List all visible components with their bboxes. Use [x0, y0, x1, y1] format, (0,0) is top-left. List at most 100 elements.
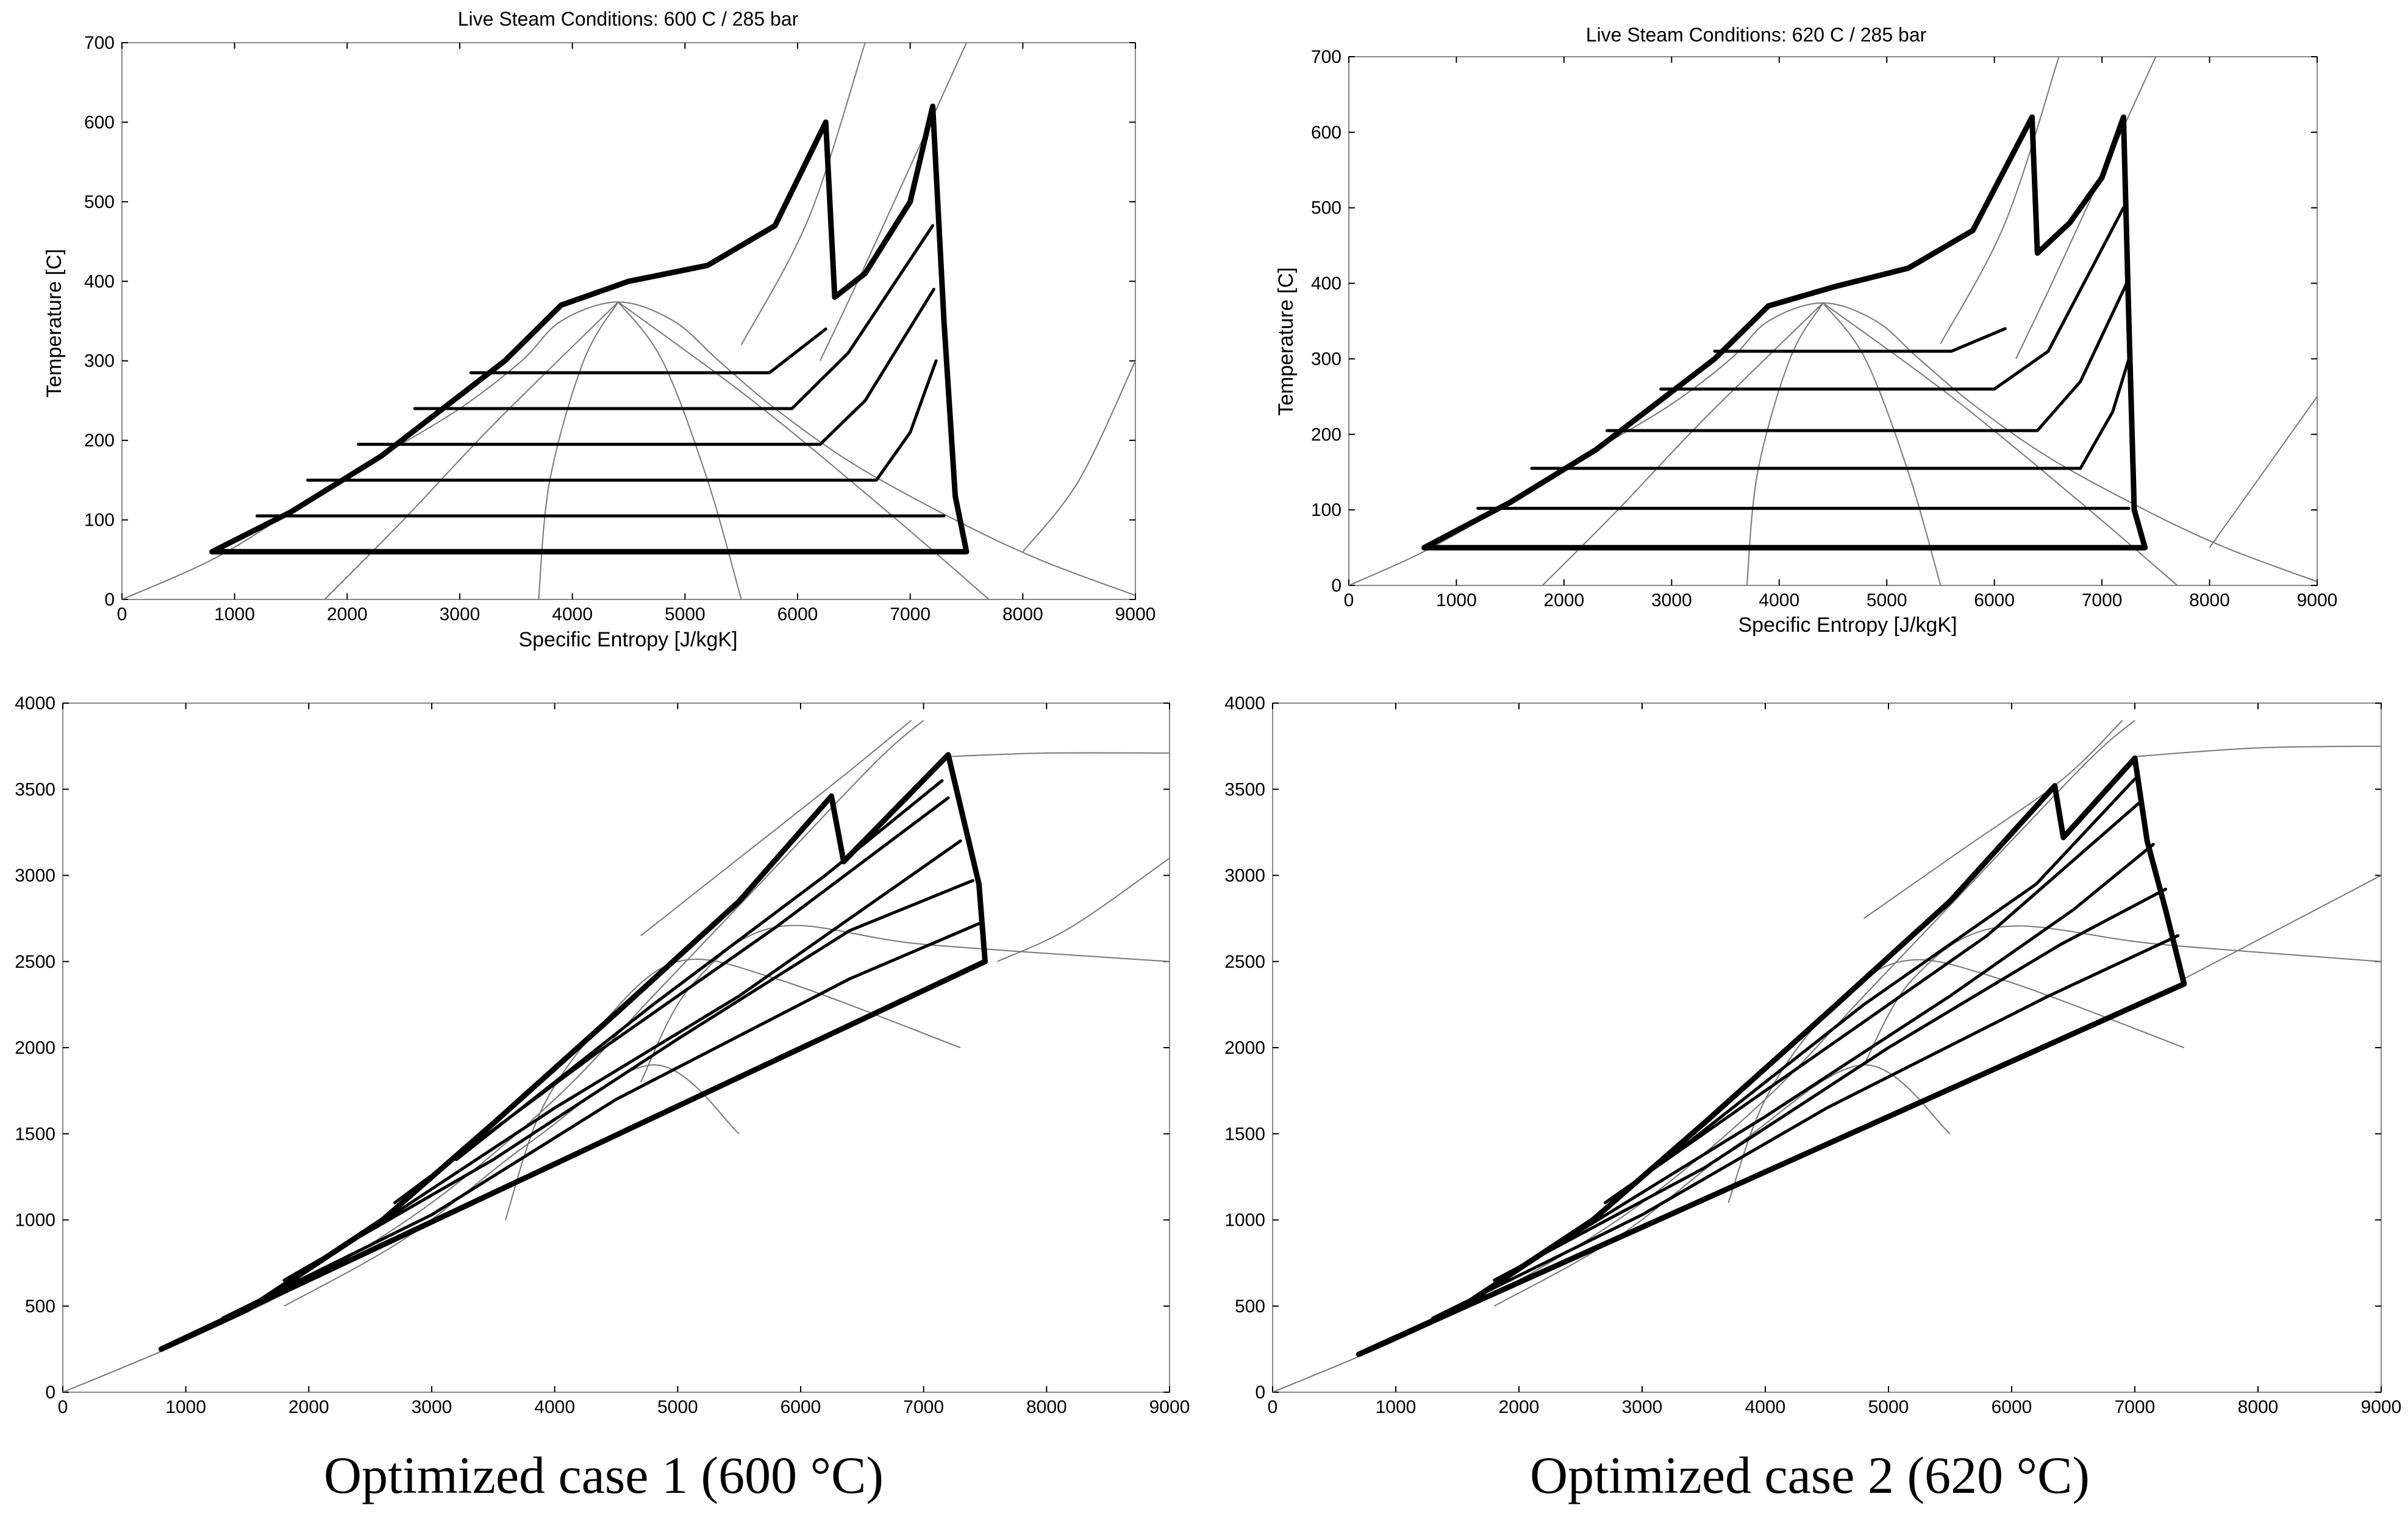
y-tick-label: 2500	[1224, 952, 1265, 972]
y-tick-label: 4000	[15, 693, 55, 713]
x-tick-label: 9000	[2361, 1397, 2402, 1417]
reference-curve	[2015, 57, 2157, 359]
x-tick-label: 3000	[440, 604, 481, 624]
reference-curve	[2209, 396, 2317, 548]
y-tick-label: 2000	[1224, 1038, 1265, 1058]
y-axis-label: Temperature [C]	[1274, 267, 1298, 416]
chart-hs-600: 0 1000 2000 3000 4000 5000 6000 7000 8000 9000 0 50…	[15, 693, 1190, 1504]
y-tick-label: 3500	[15, 779, 55, 799]
y-tick-label: 400	[84, 271, 115, 291]
y-tick-label: 100	[84, 510, 115, 531]
figure-caption: Optimized case 2 (620 °C)	[1530, 1446, 2090, 1504]
x-tick-label: 1000	[165, 1397, 206, 1417]
plot-area: 0 1000 2000 3000 4000 5000 6000 7000 8000 9000 0 10…	[1311, 47, 2337, 610]
cycle-line	[306, 359, 938, 482]
reference-curve	[820, 43, 967, 362]
plot-series	[1273, 720, 2381, 1392]
x-tick-label: 5000	[657, 1397, 698, 1417]
y-tick-label: 2500	[15, 952, 55, 972]
y-tick-label: 500	[1311, 198, 1342, 218]
x-tick-label: 7000	[903, 1397, 944, 1417]
x-tick-label: 9000	[1149, 1397, 1190, 1417]
plot-frame	[62, 703, 1170, 1393]
reference-curve	[2184, 874, 2381, 979]
cycle-line	[413, 224, 935, 410]
x-tick-label: 6000	[1974, 590, 2015, 610]
y-tick-label: 600	[84, 112, 115, 132]
reference-curve	[1022, 360, 1135, 552]
chart-title: Live Steam Conditions: 600 C / 285 bar	[458, 8, 799, 30]
y-tick-label: 200	[1311, 424, 1342, 445]
plot-area: 0 1000 2000 3000 4000 5000 6000 7000 8000 9000 0 50…	[1224, 693, 2401, 1417]
x-tick-label: 2000	[327, 604, 368, 624]
cycle-line	[209, 103, 970, 555]
reference-curve	[1863, 720, 2123, 919]
x-tick-label: 2000	[288, 1397, 329, 1417]
x-tick-label: 0	[1344, 590, 1354, 610]
reference-curve	[1727, 959, 2185, 1203]
y-tick-label: 1000	[15, 1210, 55, 1231]
cycle-line	[344, 839, 962, 1248]
cycle-line	[158, 752, 988, 1352]
figure-caption: Optimized case 1 (600 °C)	[324, 1446, 884, 1504]
x-tick-label: 5000	[1867, 590, 1907, 610]
x-tick-label: 6000	[781, 1397, 821, 1417]
reference-curve	[1940, 57, 2060, 345]
reference-curve	[1542, 302, 1824, 585]
y-tick-label: 4000	[1224, 693, 1265, 713]
x-tick-label: 8000	[1002, 604, 1043, 624]
y-tick-label: 3000	[15, 866, 55, 886]
y-tick-label: 600	[1311, 123, 1342, 143]
reference-curve	[505, 958, 961, 1220]
reference-curve	[1349, 302, 2317, 585]
x-tick-label: 3000	[1622, 1397, 1663, 1417]
reference-curve	[122, 301, 1135, 599]
reference-curve	[640, 720, 912, 937]
cycle-line	[454, 779, 944, 1162]
y-tick-label: 300	[84, 351, 115, 371]
reference-curve	[997, 857, 1170, 962]
plot-frame	[1348, 56, 2318, 586]
reference-curve	[1273, 720, 2135, 1392]
x-tick-label: 0	[58, 1397, 68, 1417]
y-tick-label: 500	[84, 192, 115, 212]
y-tick-label: 200	[84, 431, 115, 451]
reference-curve	[324, 301, 619, 599]
x-tick-label: 9000	[1115, 604, 1156, 624]
reference-curve	[1822, 302, 1942, 585]
reference-curve	[284, 1064, 740, 1307]
reference-curve	[948, 752, 1170, 757]
y-tick-label: 400	[1311, 274, 1342, 294]
cycle-line	[1713, 327, 2007, 353]
cycle-line	[1665, 777, 2137, 1162]
x-axis-label: Specific Entropy [J/kgK]	[518, 628, 737, 651]
y-tick-label: 0	[104, 590, 115, 610]
y-tick-label: 0	[1331, 576, 1342, 596]
plot-area: 0 1000 2000 3000 4000 5000 6000 7000 8000 9000 0 50…	[15, 693, 1190, 1417]
plot-area: 0 1000 2000 3000 4000 5000 6000 7000 8000 9000 0 10…	[84, 33, 1156, 624]
y-tick-label: 1500	[1224, 1124, 1265, 1144]
x-tick-label: 3000	[1651, 590, 1692, 610]
cycle-line	[1530, 357, 2131, 470]
y-tick-label: 500	[1235, 1296, 1265, 1317]
y-tick-label: 1500	[15, 1124, 55, 1144]
reference-curve	[740, 43, 866, 346]
cycle-line	[1421, 114, 2148, 551]
reference-curve	[618, 301, 990, 599]
cycle-line	[1431, 934, 2180, 1320]
y-tick-label: 700	[1311, 47, 1342, 67]
y-tick-label: 700	[84, 33, 115, 53]
x-tick-label: 8000	[2189, 590, 2230, 610]
x-tick-label: 9000	[2297, 590, 2338, 610]
y-tick-label: 0	[1255, 1382, 1265, 1403]
x-tick-label: 8000	[2238, 1397, 2279, 1417]
x-tick-label: 1000	[214, 604, 255, 624]
cycle-line	[469, 327, 827, 374]
y-tick-label: 300	[1311, 349, 1342, 369]
y-tick-label: 3000	[1224, 866, 1265, 886]
x-tick-label: 7000	[2082, 590, 2123, 610]
reference-curve	[538, 301, 619, 599]
x-tick-label: 7000	[2115, 1397, 2156, 1417]
y-tick-label: 500	[25, 1296, 55, 1317]
